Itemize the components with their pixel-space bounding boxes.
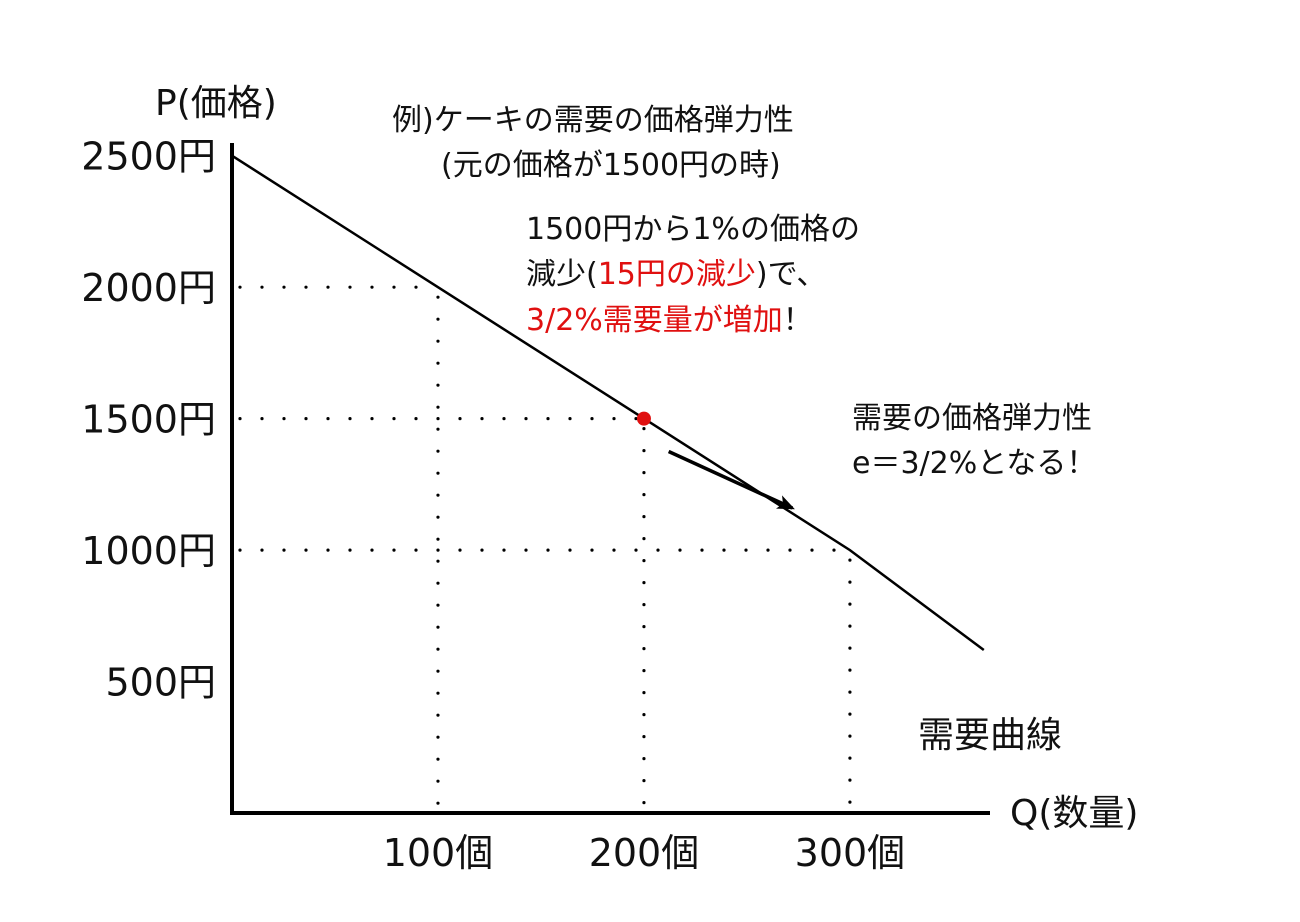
tick-labels: 2500円 2000円 1500円 1000円 500円 100個 200個 300個 (81, 135, 905, 875)
result-line-1: 需要の価格弾力性 (852, 401, 1092, 436)
y-tick-label: 1500円 (81, 398, 216, 442)
y-tick-label: 2500円 (81, 135, 216, 179)
note-line-2: 減少(15円の減少)で、 (526, 257, 826, 292)
axes (230, 143, 990, 815)
x-tick-label: 100個 (383, 831, 494, 875)
y-tick-label: 2000円 (81, 266, 216, 310)
note-line-1: 1500円から1%の価格の (526, 212, 860, 247)
demand-curve-label: 需要曲線 (918, 715, 1062, 756)
example-title: 例)ケーキの需要の価格弾力性 (392, 103, 794, 138)
highlight-point (636, 411, 651, 426)
direction-arrow (667, 449, 795, 510)
y-tick-label: 1000円 (81, 529, 216, 573)
guide-lines (238, 285, 852, 809)
result-line-2: e＝3/2%となる！ (852, 446, 1096, 481)
note-line-3-suffix: ！ (783, 303, 813, 338)
y-tick-label: 500円 (105, 661, 216, 705)
y-axis-title: P(価格) (155, 83, 277, 124)
note-line-2-prefix: 減少( (526, 257, 598, 292)
demand-curve-layer (231, 154, 985, 652)
note-line-2-highlight: 15円の減少 (598, 257, 756, 292)
note-line-3: 3/2%需要量が増加！ (526, 303, 813, 338)
x-axis-title: Q(数量) (1010, 793, 1138, 834)
note-line-3-highlight: 3/2%需要量が増加 (526, 303, 783, 338)
x-tick-label: 200個 (589, 831, 700, 875)
example-subtitle: (元の価格が1500円の時) (441, 148, 781, 183)
x-tick-label: 300個 (795, 831, 906, 875)
note-line-2-suffix: )で、 (756, 257, 827, 292)
